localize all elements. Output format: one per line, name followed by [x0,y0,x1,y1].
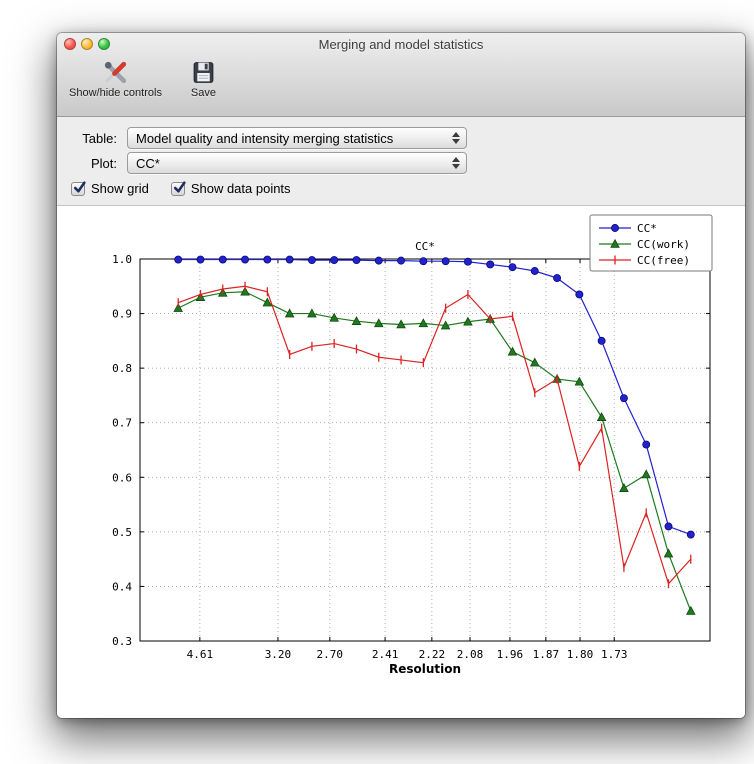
checkbox-box [170,180,186,196]
minimize-button[interactable] [81,38,93,50]
window-chrome: Merging and model statistics Show/hide c… [57,33,745,117]
save-icon [193,62,214,83]
svg-text:CC(work): CC(work) [637,238,690,251]
plot-canvas: 1.0 0.9 0.8 0.7 0.6 0.5 0.4 0.3 4.61 3.20 2.70 2.41… [57,206,745,718]
svg-text:2.22: 2.22 [419,648,446,661]
svg-text:3.20: 3.20 [265,648,292,661]
svg-text:0.6: 0.6 [112,471,132,484]
svg-text:1.96: 1.96 [497,648,524,661]
popup-arrows-icon [448,130,463,146]
table-row: Table: Model quality and intensity mergi… [71,127,731,149]
close-button[interactable] [64,38,76,50]
svg-text:1.73: 1.73 [601,648,628,661]
svg-text:1.0: 1.0 [112,253,132,266]
popup-arrows-icon [448,155,463,171]
svg-text:CC*: CC* [637,222,657,235]
svg-text:CC*: CC* [415,240,435,253]
show-hide-controls-button[interactable]: Show/hide controls [69,59,162,99]
chart: 1.0 0.9 0.8 0.7 0.6 0.5 0.4 0.3 4.61 3.20 2.70 2.41… [112,214,713,676]
svg-text:0.3: 0.3 [112,635,132,648]
table-select-value: Model quality and intensity merging stat… [136,130,394,146]
save-label: Save [190,87,216,99]
svg-text:2.70: 2.70 [317,648,344,661]
plot-select-value: CC* [136,155,160,171]
show-data-points-checkbox[interactable]: Show data points [170,180,291,196]
plot-label: Plot: [90,155,117,171]
svg-text:2.41: 2.41 [372,648,399,661]
svg-text:0.4: 0.4 [112,580,132,593]
table-label: Table: [82,130,117,146]
toolbar: Show/hide controls Save [57,55,745,116]
svg-text:0.7: 0.7 [112,417,132,430]
plot-select[interactable]: CC* [127,152,467,174]
zoom-button[interactable] [98,38,110,50]
svg-text:Resolution: Resolution [389,662,461,676]
controls-panel: Table: Model quality and intensity mergi… [57,117,745,206]
table-select[interactable]: Model quality and intensity merging stat… [127,127,467,149]
save-button[interactable]: Save [190,59,217,99]
traffic-lights [64,38,110,50]
checkbox-row: Show grid Show data points [71,180,731,196]
checkbox-box [71,180,86,196]
show-grid-checkbox[interactable]: Show grid [71,180,149,196]
svg-text:1.80: 1.80 [567,648,594,661]
svg-text:CC(free): CC(free) [637,254,690,267]
svg-text:4.61: 4.61 [187,648,214,661]
show-hide-controls-label: Show/hide controls [69,87,162,99]
svg-text:1.87: 1.87 [533,648,560,661]
window-title: Merging and model statistics [318,36,484,52]
show-data-points-label: Show data points [190,181,291,196]
check-icon [73,180,86,193]
svg-text:0.5: 0.5 [112,526,132,539]
check-icon [173,180,186,193]
svg-text:2.08: 2.08 [457,648,484,661]
show-grid-label: Show grid [91,181,149,196]
app-window: Merging and model statistics Show/hide c… [57,33,745,718]
titlebar[interactable]: Merging and model statistics [57,33,745,55]
plot-row: Plot: CC* [71,152,731,174]
svg-text:0.9: 0.9 [112,308,132,321]
tools-icon [104,61,127,84]
svg-text:0.8: 0.8 [112,362,132,375]
